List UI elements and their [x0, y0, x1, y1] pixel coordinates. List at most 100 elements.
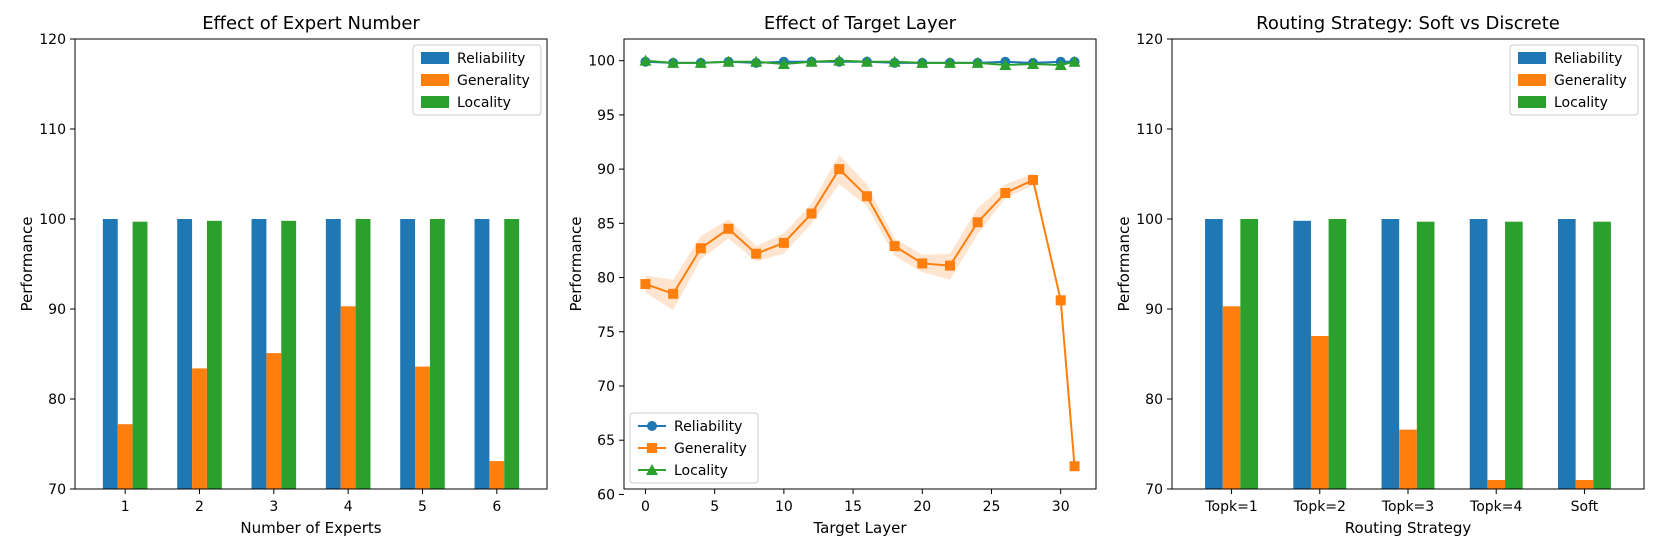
legend-swatch	[1518, 74, 1546, 86]
axes-frame	[1171, 38, 1645, 490]
bar-generality	[117, 424, 133, 489]
data-point-generality	[944, 260, 955, 271]
legend-label: Reliability	[457, 51, 525, 67]
data-point-locality	[833, 54, 846, 66]
y-tick-label: 70	[597, 379, 615, 395]
data-point-generality	[1069, 461, 1080, 472]
x-axis-label: Routing Strategy	[1345, 519, 1472, 537]
data-point-locality	[1054, 59, 1067, 71]
bar-generality	[1399, 429, 1417, 489]
bar-generality	[1222, 306, 1241, 489]
bar-reliability	[177, 219, 193, 489]
bar-locality	[1416, 221, 1435, 489]
x-tick-label: Topk=4	[1469, 499, 1522, 515]
chart-title: Routing Strategy: Soft vs Discrete	[1256, 13, 1560, 34]
bar-reliability	[102, 219, 118, 489]
data-point-locality	[1027, 57, 1040, 69]
data-point-locality	[860, 55, 873, 67]
data-point-locality	[722, 55, 735, 67]
legend-label: Locality	[457, 95, 511, 111]
x-tick-label: 5	[710, 499, 719, 515]
y-tick-label: 110	[39, 122, 66, 138]
y-tick-label: 95	[597, 108, 615, 124]
bar-locality	[504, 219, 520, 489]
bar-locality	[281, 220, 297, 490]
data-point-generality	[723, 223, 734, 234]
y-tick-label: 80	[48, 392, 66, 408]
bar-locality	[132, 221, 148, 489]
bar-locality	[206, 220, 222, 490]
bar-locality	[1593, 221, 1611, 489]
bar-reliability	[1557, 219, 1576, 489]
x-tick-label: Topk=3	[1381, 499, 1434, 515]
legend-label: Locality	[1554, 95, 1608, 111]
data-point-locality	[805, 55, 818, 67]
bar-generality	[489, 461, 505, 489]
x-tick-label: Topk=1	[1204, 499, 1257, 515]
data-point-generality	[751, 248, 762, 259]
legend-swatch	[421, 96, 449, 108]
x-tick-label: 10	[775, 499, 793, 515]
bar-generality	[192, 368, 207, 489]
y-tick-label: 120	[39, 32, 66, 48]
data-point-generality	[1055, 295, 1066, 306]
data-point-generality	[889, 241, 900, 252]
data-point-locality	[639, 54, 652, 66]
bar-locality	[429, 219, 445, 489]
bar-locality	[355, 219, 371, 489]
y-tick-label: 90	[48, 302, 66, 318]
bar-generality	[1487, 480, 1506, 489]
y-tick-label: 60	[597, 487, 615, 503]
data-point-locality	[750, 55, 763, 67]
legend: Reliability Generality Locality	[412, 44, 542, 116]
bar-locality	[1328, 219, 1347, 489]
bar-reliability	[325, 219, 341, 489]
data-point-locality	[777, 57, 790, 69]
bar-reliability	[474, 219, 490, 489]
bar-generality	[1575, 480, 1594, 489]
y-tick-label: 90	[1145, 302, 1163, 318]
bar-chart-1: 1 2 3 4 5 6 70 80 90 100 110 120 Effect of Expert Nu…	[18, 13, 548, 537]
x-tick-label: 6	[492, 499, 501, 515]
data-point-locality	[999, 59, 1012, 71]
bar-reliability	[1293, 220, 1311, 490]
bar-reliability	[1381, 219, 1400, 489]
legend: Reliability Generality Locality	[629, 412, 759, 484]
y-tick-label: 70	[1145, 482, 1163, 498]
data-point-generality	[778, 237, 789, 248]
x-tick-label: 4	[344, 499, 353, 515]
chart-title: Effect of Target Layer	[764, 13, 957, 34]
data-point-locality	[971, 56, 984, 68]
legend-label: Generality	[674, 441, 747, 457]
bar-locality	[1505, 221, 1523, 489]
legend-label: Locality	[674, 463, 728, 479]
y-tick-label: 90	[597, 162, 615, 178]
y-tick-label: 70	[48, 482, 66, 498]
bar-reliability	[400, 219, 416, 489]
x-tick-label: 25	[983, 499, 1001, 515]
bar-generality	[415, 366, 430, 489]
data-point-locality	[1068, 55, 1081, 67]
y-tick-label: 110	[1136, 122, 1163, 138]
bar-reliability	[251, 219, 267, 489]
x-tick-label: 30	[1052, 499, 1070, 515]
x-axis-label: Target Layer	[813, 519, 908, 537]
line-chart-2: 0 5 10 15 20 25 30 60 65 70 75 80 85 90 95 100 Effect of…	[567, 13, 1097, 537]
bar-reliability	[1205, 219, 1223, 489]
legend-box	[629, 412, 759, 484]
data-point-locality	[916, 56, 929, 68]
bar-generality	[266, 353, 282, 489]
axes-frame	[74, 38, 548, 490]
x-tick-label: 3	[269, 499, 278, 515]
y-axis-label: Performance	[18, 216, 36, 311]
x-tick-label: 2	[195, 499, 204, 515]
legend-label: Generality	[457, 73, 530, 89]
legend-swatch	[1518, 96, 1546, 108]
bar-reliability	[1469, 219, 1488, 489]
data-point-generality	[1000, 187, 1011, 198]
data-point-generality	[972, 217, 983, 228]
legend-label: Generality	[1554, 73, 1627, 89]
y-tick-label: 65	[597, 433, 615, 449]
y-tick-label: 85	[597, 216, 615, 232]
bar-generality	[1310, 336, 1329, 489]
